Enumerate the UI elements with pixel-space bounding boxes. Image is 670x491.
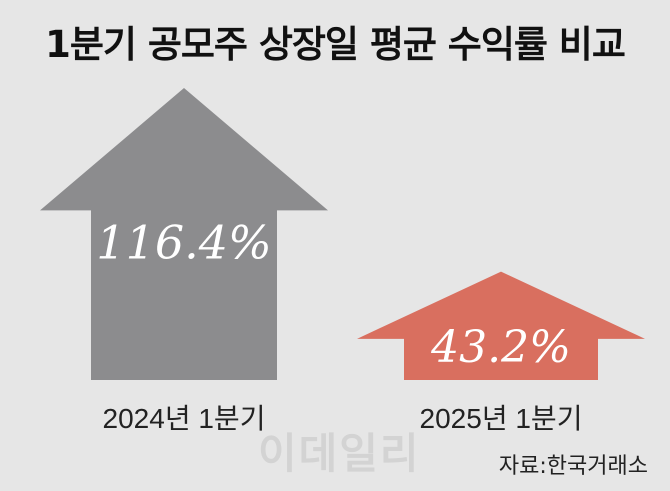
source-note: 자료:한국거래소 bbox=[498, 454, 648, 479]
category-label-1: 2024년 1분기 bbox=[103, 403, 266, 434]
arrow-bar-1 bbox=[40, 88, 328, 380]
watermark-text: 이데일리 bbox=[258, 429, 421, 478]
category-label-2: 2025년 1분기 bbox=[420, 403, 583, 434]
value-label-1: 116.4% bbox=[96, 215, 271, 269]
value-label-2: 43.2% bbox=[430, 322, 571, 373]
arrow-bar-2 bbox=[357, 271, 645, 380]
chart-title: 1분기 공모주 상장일 평균 수익률 비교 bbox=[45, 23, 626, 66]
